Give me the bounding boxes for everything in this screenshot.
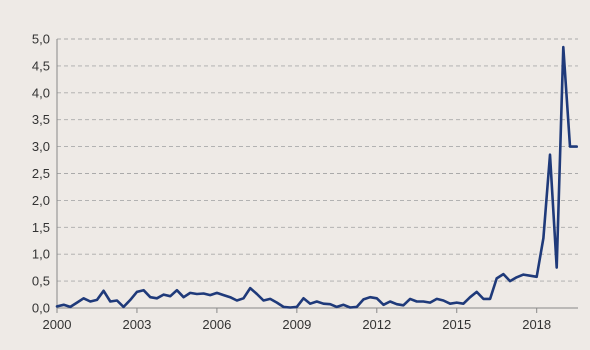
- y-tick-label: 1,0: [32, 247, 50, 262]
- y-tick-label: 2,5: [32, 166, 50, 181]
- y-axis-ticks: 0,0 0,5 1,0 1,5 2,0 2,5 3,0 3,5 4,0 4,5 5,0: [32, 32, 50, 316]
- series-line: [55, 45, 579, 309]
- y-tick-label: 3,5: [32, 112, 50, 127]
- x-tick-label: 2003: [122, 317, 151, 332]
- series-layer: [55, 45, 579, 309]
- x-tick-label: 2012: [362, 317, 391, 332]
- y-tick-label: 4,0: [32, 85, 50, 100]
- y-tick-label: 5,0: [32, 32, 50, 47]
- x-tick-label: 2006: [202, 317, 231, 332]
- y-tick-label: 1,5: [32, 220, 50, 235]
- y-tick-label: 0,0: [32, 301, 50, 316]
- y-tick-label: 4,5: [32, 58, 50, 73]
- y-gridlines: [57, 38, 578, 282]
- axes: [56, 39, 578, 309]
- x-tick-label: 2018: [522, 317, 551, 332]
- y-tick-label: 2,0: [32, 193, 50, 208]
- y-tick-label: 3,0: [32, 139, 50, 154]
- y-tick-label: 0,5: [32, 274, 50, 289]
- x-tick-label: 2015: [442, 317, 471, 332]
- x-axis-ticks: 2000 2003 2006 2009 2012 2015 2018: [43, 308, 551, 332]
- x-tick-label: 2000: [43, 317, 72, 332]
- x-tick-label: 2009: [282, 317, 311, 332]
